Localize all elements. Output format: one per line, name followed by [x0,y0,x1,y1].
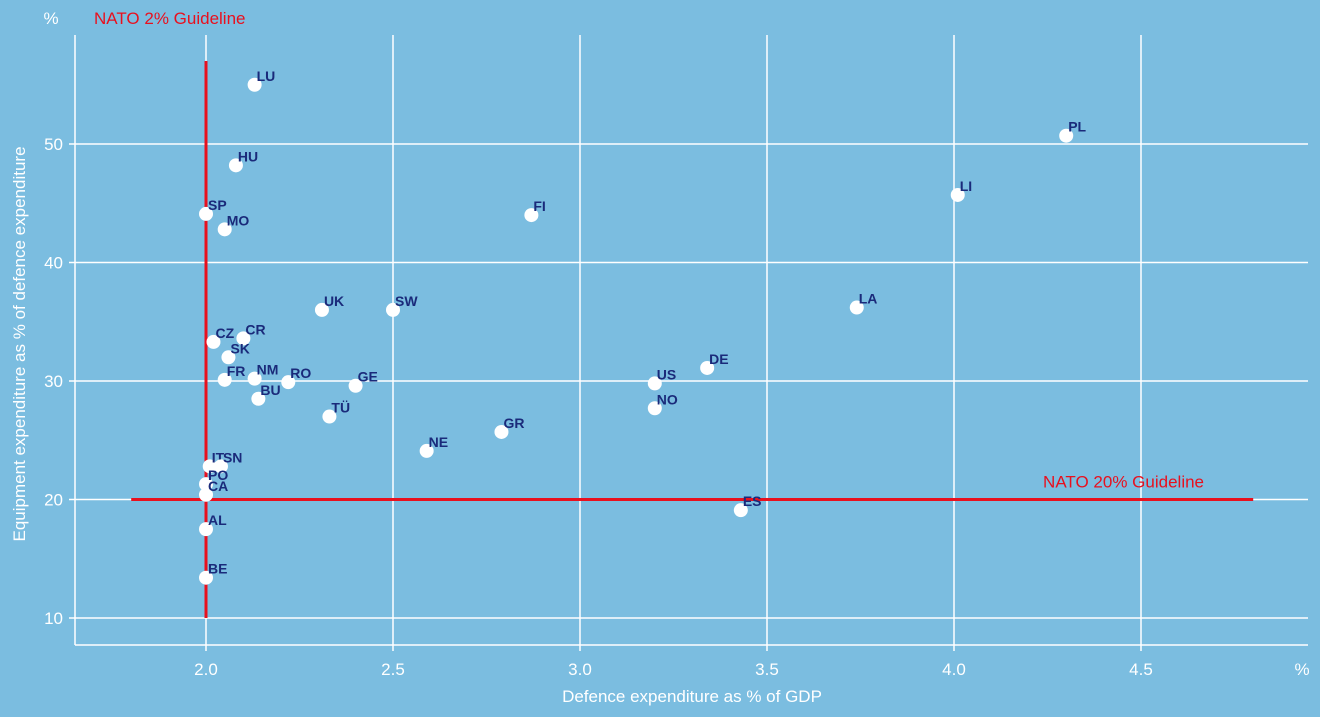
x-tick-label: 2.0 [194,660,218,679]
point-label-lu: LU [257,68,276,84]
data-point-ge [348,378,363,393]
point-label-sk: SK [230,340,249,356]
data-point-ne [419,443,434,458]
point-label-de: DE [709,351,728,367]
data-point-gr [494,424,509,439]
guidelines: NATO 2% Guideline NATO 20% Guideline [94,9,1254,618]
point-label-es: ES [743,493,762,509]
x-tick-label: 3.0 [568,660,592,679]
point-label-ca: CA [208,478,228,494]
point-label-gr: GR [503,415,524,431]
data-point-bu [251,391,266,406]
data-point-be [199,570,213,585]
point-label-uk: UK [324,293,344,309]
point-label-po: PO [208,467,228,483]
y-tick-label: 40 [44,254,63,273]
data-point-cz [206,334,221,349]
x-axis-title: Defence expenditure as % of GDP [562,687,822,706]
point-label-li: LI [960,178,972,194]
data-point-es [733,503,748,518]
point-label-sw: SW [395,293,418,309]
point-label-ro: RO [290,365,311,381]
x-tick-label: 2.5 [381,660,405,679]
y-tick-label: 30 [44,372,63,391]
point-label-ne: NE [429,434,448,450]
point-label-fi: FI [533,198,545,214]
point-label-ge: GE [358,369,378,385]
data-point-ca [199,487,213,502]
data-point-tü [322,409,337,424]
nato-2-percent-label: NATO 2% Guideline [94,9,246,28]
point-label-nm: NM [257,362,279,378]
data-point-sw [386,302,400,317]
point-label-be: BE [208,561,227,577]
point-label-us: US [657,366,676,382]
point-label-cz: CZ [215,325,234,341]
data-point-no [647,401,662,416]
data-point-it [202,459,217,474]
y-tick-label: 20 [44,491,63,510]
grid-lines [75,35,1308,645]
y-tick-label: 10 [44,609,63,628]
y-tick-label: 50 [44,135,63,154]
x-tick-label: 4.0 [942,660,966,679]
data-point-mo [217,222,232,237]
nato-20-percent-label: NATO 20% Guideline [1043,473,1204,492]
data-point-hu [228,158,243,173]
x-tick-label: 3.5 [755,660,779,679]
point-label-sp: SP [208,197,227,213]
point-label-bu: BU [260,382,280,398]
point-label-hu: HU [238,148,258,164]
point-label-al: AL [208,512,227,528]
point-label-la: LA [859,291,878,307]
data-point-fi [524,208,539,223]
data-point-al [199,522,213,537]
data-point-la [849,300,864,315]
point-label-cr: CR [245,321,265,337]
data-point-us [647,376,662,391]
point-label-mo: MO [227,212,250,228]
data-point-po [199,477,213,492]
point-label-tü: TÜ [331,400,350,416]
data-point-uk [314,302,329,317]
data-point-ro [281,375,296,390]
data-point-cr [236,331,251,346]
point-label-pl: PL [1068,119,1086,135]
data-point-sp [199,206,213,221]
x-tick-label: 4.5 [1129,660,1153,679]
data-point-li [950,187,965,202]
point-label-sn: SN [223,449,242,465]
point-label-fr: FR [227,363,246,379]
data-point-pl [1059,128,1074,143]
axes: 2.0 2.5 3.0 3.5 4.0 4.5 10 20 30 40 50 [44,35,1308,679]
data-point-sk [221,350,236,365]
data-point-fr [217,372,232,387]
y-unit-label: % [43,9,58,28]
point-label-no: NO [657,391,678,407]
data-point-sn [213,459,228,474]
data-point-de [700,360,715,375]
x-unit-label: % [1294,660,1309,679]
data-point-lu [247,77,262,92]
y-axis-title: Equipment expenditure as % of defence ex… [10,146,29,541]
data-point-nm [247,371,262,386]
